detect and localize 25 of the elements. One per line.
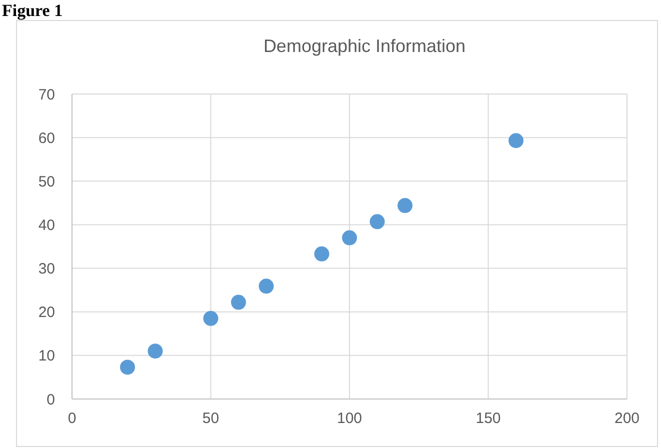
y-tick-label: 70 xyxy=(38,86,55,104)
y-tick-label: 40 xyxy=(38,216,55,234)
caption: Figure 1 xyxy=(2,1,63,20)
x-tick-label: 150 xyxy=(476,410,501,427)
x-tick-label: 50 xyxy=(202,410,220,427)
point xyxy=(398,198,412,214)
point xyxy=(508,133,524,148)
x-tick-label: 100 xyxy=(336,410,362,427)
y-tick-label: 30 xyxy=(38,260,55,278)
point xyxy=(370,214,385,230)
y-tick-label: 60 xyxy=(38,130,55,147)
x-tick-label: 0 xyxy=(68,410,76,427)
y-tick-label: 10 xyxy=(38,348,55,365)
y-tick-label: 0 xyxy=(46,391,55,408)
point xyxy=(258,278,274,294)
point xyxy=(148,344,163,359)
point xyxy=(342,230,357,246)
point xyxy=(314,246,330,262)
point xyxy=(120,360,135,375)
point xyxy=(231,294,246,310)
chart-title: Demographic Information xyxy=(263,36,466,56)
x-tick-label: 200 xyxy=(614,410,640,427)
y-tick-label: 20 xyxy=(38,304,55,322)
point xyxy=(203,310,218,326)
y-tick-label: 50 xyxy=(38,173,55,190)
